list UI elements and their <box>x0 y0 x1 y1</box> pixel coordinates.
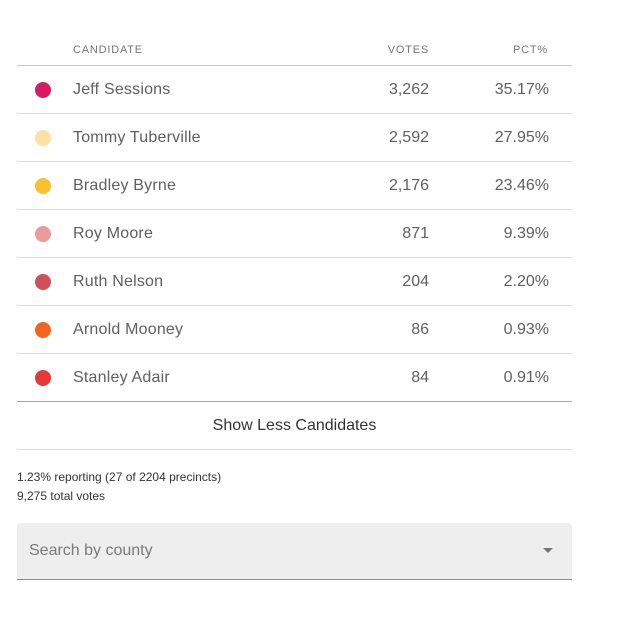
candidate-votes: 86 <box>411 321 429 338</box>
table-row: Ruth Nelson 204 2.20% <box>17 258 572 306</box>
candidate-name: Jeff Sessions <box>73 81 171 98</box>
table-row: Roy Moore 871 9.39% <box>17 210 572 258</box>
candidate-name: Ruth Nelson <box>73 273 164 290</box>
candidate-color-dot <box>35 178 51 194</box>
candidate-pct: 0.91% <box>503 369 549 386</box>
candidate-color-dot <box>35 322 51 338</box>
candidate-name: Roy Moore <box>73 225 154 242</box>
dropdown-arrow-icon[interactable] <box>543 548 553 553</box>
candidate-color-dot <box>35 370 51 386</box>
candidate-color-dot <box>35 226 51 242</box>
candidate-votes: 2,592 <box>388 129 429 146</box>
candidate-votes: 84 <box>411 369 429 386</box>
candidate-votes: 871 <box>402 225 429 242</box>
candidate-color-dot <box>35 130 51 146</box>
candidate-color-dot <box>35 82 51 98</box>
header-candidate: CANDIDATE <box>73 44 143 56</box>
candidate-pct: 2.20% <box>503 273 549 290</box>
candidate-votes: 2,176 <box>388 177 429 194</box>
header-pct: PCT% <box>513 44 548 56</box>
candidate-pct: 9.39% <box>503 225 549 242</box>
candidate-votes: 3,262 <box>388 81 429 98</box>
header-votes: VOTES <box>387 44 429 56</box>
table-row: Bradley Byrne 2,176 23.46% <box>17 162 572 210</box>
candidate-list: Jeff Sessions 3,262 35.17% Tommy Tubervi… <box>17 66 572 402</box>
table-row: Arnold Mooney 86 0.93% <box>17 306 572 354</box>
table-row: Tommy Tuberville 2,592 27.95% <box>17 114 572 162</box>
candidate-name: Tommy Tuberville <box>73 129 201 146</box>
reporting-precincts: 1.23% reporting (27 of 2204 precincts) <box>17 470 222 484</box>
show-less-candidates-button[interactable]: Show Less Candidates <box>17 402 572 450</box>
total-votes: 9,275 total votes <box>17 489 106 503</box>
candidate-pct: 0.93% <box>503 321 549 338</box>
candidate-name: Bradley Byrne <box>73 177 177 194</box>
results-panel: CANDIDATE VOTES PCT% Jeff Sessions 3,262… <box>17 0 572 580</box>
candidate-pct: 35.17% <box>494 81 549 98</box>
reporting-summary: 1.23% reporting (27 of 2204 precincts) 9… <box>17 468 572 506</box>
candidate-pct: 23.46% <box>494 177 549 194</box>
table-row: Jeff Sessions 3,262 35.17% <box>17 66 572 114</box>
candidate-name: Stanley Adair <box>73 369 170 386</box>
candidate-name: Arnold Mooney <box>73 321 184 338</box>
county-search-placeholder: Search by county <box>29 542 153 559</box>
table-header: CANDIDATE VOTES PCT% <box>17 0 572 66</box>
candidate-pct: 27.95% <box>494 129 549 146</box>
show-less-candidates-label: Show Less Candidates <box>212 417 377 434</box>
candidate-votes: 204 <box>402 273 429 290</box>
table-row: Stanley Adair 84 0.91% <box>17 354 572 402</box>
candidate-color-dot <box>35 274 51 290</box>
county-search-select[interactable]: Search by county <box>17 523 572 580</box>
